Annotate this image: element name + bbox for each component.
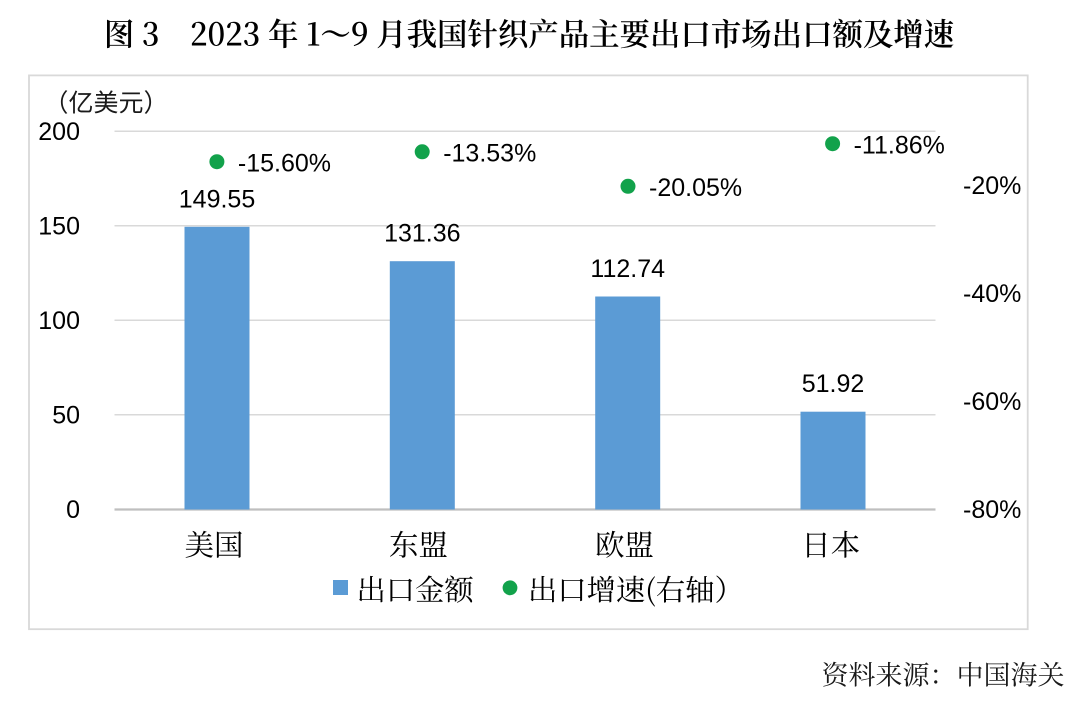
svg-text:-20.05%: -20.05% [649,174,742,202]
svg-text:149.55: 149.55 [179,185,255,213]
svg-text:50: 50 [52,402,80,430]
svg-text:0: 0 [66,496,80,524]
svg-text:131.36: 131.36 [384,220,460,248]
svg-text:-13.53%: -13.53% [443,140,536,168]
svg-text:-60%: -60% [963,388,1021,416]
svg-text:112.74: 112.74 [590,255,665,283]
svg-text:-20%: -20% [963,172,1021,200]
svg-text:-11.86%: -11.86% [854,132,945,160]
svg-text:51.92: 51.92 [802,370,865,398]
svg-text:-40%: -40% [963,280,1021,308]
svg-text:150: 150 [38,212,80,240]
svg-text:-15.60%: -15.60% [238,150,331,178]
svg-text:100: 100 [38,307,80,335]
svg-text:200: 200 [38,118,80,146]
svg-text:-80%: -80% [963,496,1021,524]
